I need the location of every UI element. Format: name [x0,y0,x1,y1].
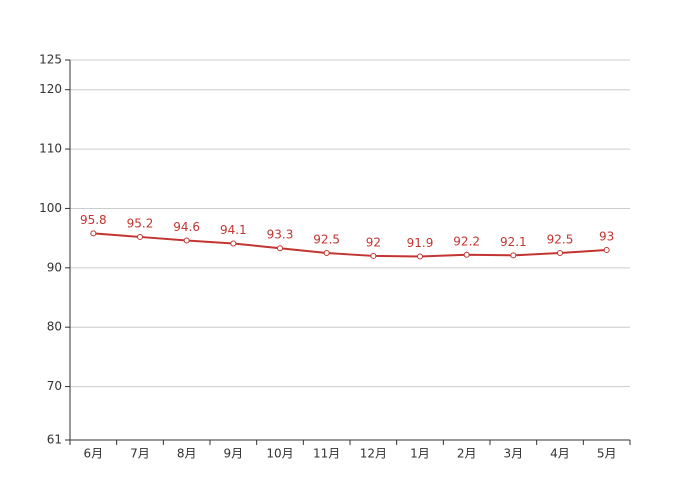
y-tick-label: 110 [39,142,62,156]
x-tick-label: 10月 [266,447,293,461]
value-label: 94.1 [220,223,247,237]
point [510,252,517,259]
point [557,249,563,256]
value-label: 91.9 [407,236,434,250]
point [137,233,143,240]
x-tick-label: 1月 [410,447,430,461]
point [323,249,330,256]
x-tick-label: 8月 [177,447,197,461]
x-tick-label: 2月 [457,447,477,461]
point [417,253,423,260]
x-tick-label: 4月 [550,447,570,461]
value-label: 93.3 [267,228,294,242]
value-label: 92.5 [547,232,574,246]
x-tick-label: 7月 [130,447,150,461]
point [230,240,237,247]
value-label: 92.5 [313,232,340,246]
line [93,232,607,258]
value-label: 95.2 [127,216,154,230]
y-tick-label: 61 [47,433,62,447]
value-label: 94.6 [173,220,200,234]
y-tick-label: 125 [39,53,62,67]
y-tick-label: 90 [47,260,62,274]
x-tick-label: 5月 [597,447,617,461]
x-tick-label: 3月 [504,447,524,461]
x-tick-label: 11月 [313,447,340,461]
y-tick-label: 70 [47,379,62,393]
value-label: 92 [366,235,381,249]
point [370,252,377,259]
y-tick-label: 100 [39,201,62,215]
point [90,230,97,237]
x-tick-label: 12月 [360,447,387,461]
point [463,251,470,258]
x-tick-label: 6月 [84,447,104,461]
y-tick-label: 120 [39,82,62,96]
y-tick-label: 80 [47,320,62,334]
point [277,245,283,252]
value-label: 92.2 [453,234,480,248]
point [603,247,610,253]
value-label: 92.1 [500,235,527,249]
point [183,237,190,244]
value-label: 93 [599,230,614,244]
value-label: 95.8 [80,213,107,227]
x-tick-label: 9月 [224,447,244,461]
